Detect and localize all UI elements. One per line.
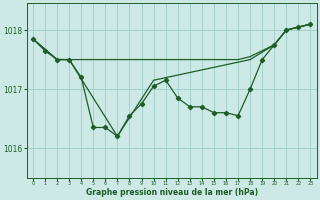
X-axis label: Graphe pression niveau de la mer (hPa): Graphe pression niveau de la mer (hPa) (86, 188, 258, 197)
